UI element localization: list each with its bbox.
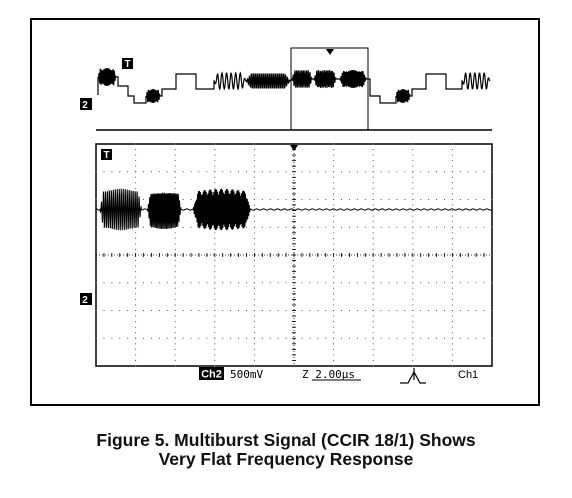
main-trigger-marker: T xyxy=(103,150,109,161)
trigger-source: Ch1 xyxy=(458,369,478,381)
zoom-window-box xyxy=(290,47,369,131)
oscilloscope-display: T 2 T 2 Ch2 500mV Z 2.00µs Ch1 xyxy=(80,47,493,384)
caption-line-2: Very Flat Frequency Response xyxy=(158,449,414,469)
main-trigger-position-marker xyxy=(290,145,298,151)
graticule-grid xyxy=(95,143,493,367)
scope-readout: Ch2 500mV Z 2.00µs Ch1 xyxy=(199,367,478,384)
overview-trigger-marker: T xyxy=(124,59,130,70)
caption-line-1: Figure 5. Multiburst Signal (CCIR 18/1) … xyxy=(96,430,476,450)
figure-frame xyxy=(30,18,540,406)
trigger-slope-icon xyxy=(400,368,426,384)
zoom-window-marker xyxy=(326,49,334,55)
overview-ground-marker-box xyxy=(80,98,92,110)
overview-ground-marker: 2 xyxy=(82,100,88,111)
main-ground-marker: 2 xyxy=(82,295,88,306)
main-trigger-marker-box xyxy=(101,149,112,160)
figure-caption: Figure 5. Multiburst Signal (CCIR 18/1) … xyxy=(0,431,572,469)
overview-trace-panel: T 2 xyxy=(80,47,492,131)
overview-trace xyxy=(97,67,491,104)
timebase-readout: Z 2.00µs xyxy=(302,368,355,381)
volts-per-div: 500mV xyxy=(230,368,263,381)
main-graticule: T 2 xyxy=(80,143,493,367)
main-ground-marker-box xyxy=(80,293,92,305)
channel-label-box xyxy=(199,367,224,380)
multiburst-trace xyxy=(95,188,493,231)
channel-label: Ch2 xyxy=(201,369,222,381)
overview-trigger-marker-box xyxy=(122,58,133,69)
